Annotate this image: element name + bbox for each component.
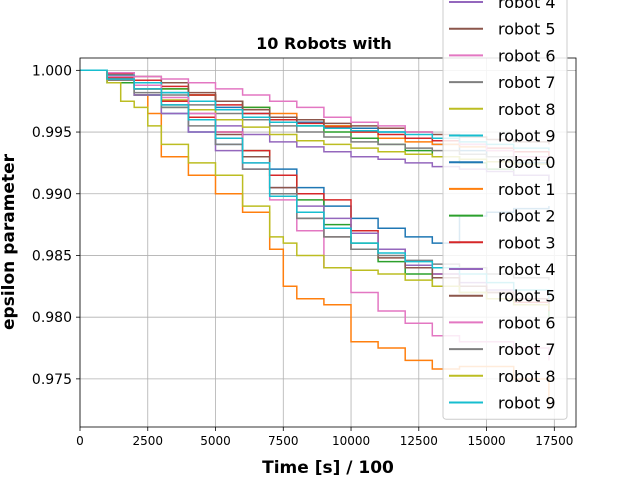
axes: 0 2500 5000 7500 10000 12500 15000 17500 0.975 0.… (32, 57, 577, 448)
y-tick-label: 0.980 (32, 310, 72, 326)
legend-label: robot 6 (498, 313, 556, 332)
legend-label: robot 8 (498, 100, 556, 119)
x-tick-label: 12500 (400, 434, 438, 448)
legend-label: robot 3 (498, 233, 556, 252)
x-tick-label: 15000 (467, 434, 505, 448)
y-tick-label: 0.985 (32, 248, 72, 264)
plot-frame (79, 57, 577, 428)
legend-label: robot 4 (498, 0, 556, 12)
y-tick-label: 0.975 (32, 372, 72, 388)
legend-label: robot 7 (498, 73, 556, 92)
x-tick-label: 10000 (332, 434, 370, 448)
x-tick-label: 2500 (132, 434, 163, 448)
x-tick-label: 0 (76, 434, 84, 448)
legend-label: robot 4 (498, 260, 556, 279)
legend-label: robot 1 (498, 180, 556, 199)
y-axis-label: epsilon parameter (0, 153, 19, 330)
legend-label: robot 5 (498, 287, 556, 306)
x-tick-label: 5000 (200, 434, 231, 448)
y-tick-label: 1.000 (32, 63, 72, 79)
y-tick-label: 0.990 (32, 187, 72, 203)
legend-label: robot 9 (498, 127, 556, 146)
x-tick-label: 17500 (535, 434, 573, 448)
x-tick-label: 7500 (268, 434, 299, 448)
legend-label: robot 9 (498, 394, 556, 413)
legend: robot 4 robot 5 robot 6 robot 7 robot 8 robot… (442, 0, 568, 420)
legend-label: robot 2 (498, 207, 556, 226)
legend-label: robot 8 (498, 367, 556, 386)
x-axis-label: Time [s] / 100 (262, 458, 394, 478)
legend-label: robot 7 (498, 340, 556, 359)
y-tick-label: 0.995 (32, 125, 72, 141)
legend-label: robot 5 (498, 20, 556, 39)
chart-title: 10 Robots with (256, 34, 392, 53)
legend-frame (442, 0, 568, 420)
legend-label: robot 6 (498, 46, 556, 65)
legend-label: robot 0 (498, 153, 556, 172)
